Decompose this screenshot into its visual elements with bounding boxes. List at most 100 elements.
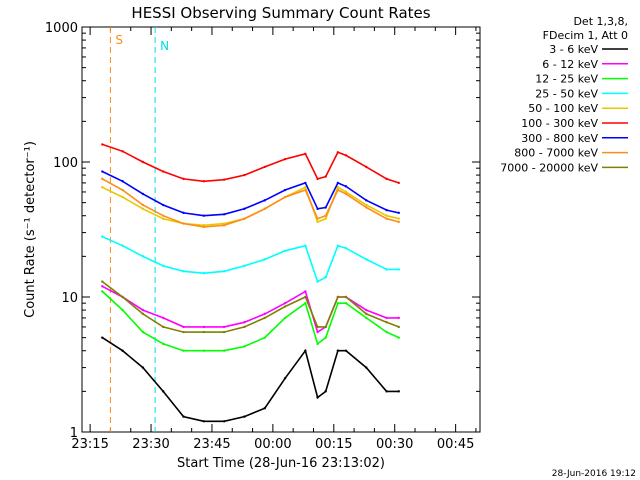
legend-header-2: FDecim 1, Att 0 bbox=[543, 29, 628, 42]
series-point bbox=[365, 308, 368, 312]
series-point bbox=[316, 330, 319, 334]
series-point bbox=[365, 316, 368, 320]
footer-date: 28-Jun-2016 19:12 bbox=[552, 469, 636, 479]
series-point bbox=[365, 199, 368, 202]
series-point bbox=[101, 336, 104, 339]
series-point bbox=[336, 244, 340, 247]
series-point bbox=[162, 325, 165, 329]
legend-entry-label: 800 - 7000 keV bbox=[514, 147, 598, 160]
series-point bbox=[316, 280, 319, 283]
series-point bbox=[336, 349, 340, 352]
series-point bbox=[324, 325, 327, 329]
series-point bbox=[222, 178, 226, 181]
series-point bbox=[141, 330, 145, 334]
series-point bbox=[304, 301, 307, 305]
series-point bbox=[304, 295, 307, 299]
series-point bbox=[141, 207, 145, 211]
legend-entry-label: 12 - 25 keV bbox=[535, 73, 598, 86]
series-point bbox=[304, 244, 307, 247]
plot-frame bbox=[81, 26, 481, 433]
series-point bbox=[336, 181, 340, 185]
series-point bbox=[336, 186, 340, 189]
series-point bbox=[283, 377, 287, 380]
series-point bbox=[141, 203, 145, 207]
series-point bbox=[243, 321, 246, 324]
series-line-9 bbox=[101, 280, 400, 333]
series-point bbox=[344, 154, 348, 157]
series-point bbox=[121, 349, 124, 352]
series-point bbox=[283, 188, 287, 192]
series-point bbox=[263, 258, 266, 261]
series-point bbox=[222, 222, 226, 225]
series-point bbox=[397, 390, 400, 393]
series-point bbox=[222, 349, 226, 352]
series-point bbox=[202, 325, 206, 329]
series-point bbox=[397, 217, 400, 220]
series-point bbox=[324, 175, 327, 178]
series-point bbox=[162, 264, 165, 268]
y-tick-label: 1 bbox=[70, 426, 78, 441]
series-point bbox=[397, 336, 400, 339]
series-point bbox=[101, 170, 104, 173]
legend-entry-label: 100 - 300 keV bbox=[521, 117, 598, 130]
series-point bbox=[101, 285, 104, 288]
x-tick-label: 23:30 bbox=[132, 437, 169, 452]
series-point bbox=[141, 192, 145, 196]
series-point bbox=[304, 152, 307, 156]
series-point bbox=[101, 177, 104, 181]
series-point bbox=[243, 325, 246, 329]
series-point bbox=[344, 349, 348, 352]
series-point bbox=[344, 185, 348, 188]
series-point bbox=[397, 220, 400, 224]
series-point bbox=[162, 217, 165, 220]
series-point bbox=[365, 312, 368, 316]
series-point bbox=[182, 270, 185, 273]
series-point bbox=[182, 211, 185, 215]
series-point bbox=[385, 177, 388, 181]
series-point bbox=[263, 207, 266, 211]
y-tick-label: 100 bbox=[53, 156, 78, 171]
series-point bbox=[283, 305, 287, 308]
series-point bbox=[344, 295, 348, 299]
series-point bbox=[283, 157, 287, 161]
series-point bbox=[121, 180, 124, 183]
series-point bbox=[385, 316, 388, 320]
series-point bbox=[202, 224, 206, 227]
series-point bbox=[316, 220, 319, 224]
series-point bbox=[202, 225, 206, 229]
series-point bbox=[243, 264, 246, 268]
series-point bbox=[316, 396, 319, 399]
series-line-4 bbox=[101, 235, 399, 283]
legend-header-1: Det 1,3,8, bbox=[573, 15, 628, 28]
series-point bbox=[141, 160, 145, 164]
series-point bbox=[202, 420, 206, 423]
series-point bbox=[397, 325, 400, 329]
series-point bbox=[101, 143, 104, 146]
series-point bbox=[121, 308, 124, 312]
series-point bbox=[316, 342, 319, 346]
series-point bbox=[336, 151, 340, 154]
series-point bbox=[385, 217, 388, 220]
series-line-6 bbox=[102, 143, 400, 184]
series-point bbox=[202, 349, 206, 352]
x-axis-label: Start Time (28-Jun-16 23:13:02) bbox=[177, 456, 385, 471]
series-point bbox=[141, 312, 145, 316]
series-point bbox=[344, 190, 348, 194]
series-point bbox=[324, 214, 327, 217]
series-line-7 bbox=[101, 170, 399, 217]
series-point bbox=[202, 180, 206, 183]
y-tick-label: 1000 bbox=[45, 21, 78, 36]
series-point bbox=[243, 345, 246, 348]
series-point bbox=[336, 295, 340, 299]
series-point bbox=[141, 366, 145, 369]
series-point bbox=[385, 330, 388, 334]
y-tick-label: 10 bbox=[61, 291, 78, 306]
series-point bbox=[324, 390, 327, 393]
series-point bbox=[222, 325, 226, 329]
x-tick-label: 23:45 bbox=[193, 437, 230, 452]
series-point bbox=[243, 415, 246, 418]
series-point bbox=[121, 188, 124, 192]
series-line-1 bbox=[101, 336, 399, 423]
series-point bbox=[324, 276, 327, 279]
series-point bbox=[222, 213, 226, 216]
